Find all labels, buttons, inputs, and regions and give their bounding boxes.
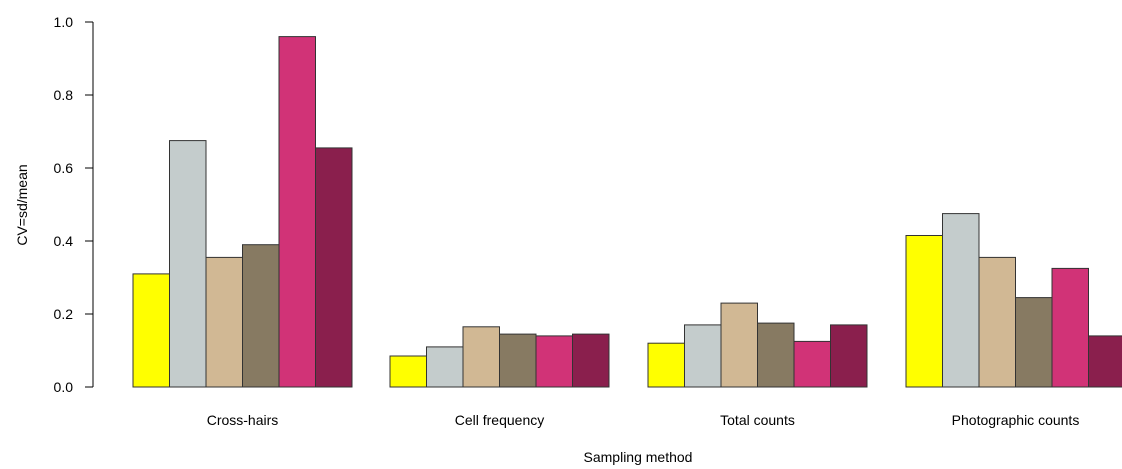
category-label: Photographic counts — [952, 412, 1080, 428]
y-tick-label: 0.0 — [54, 379, 74, 395]
bar — [169, 140, 207, 388]
category-label: Cell frequency — [455, 412, 545, 428]
bar-group — [905, 213, 1122, 388]
bar — [830, 324, 868, 388]
bar — [793, 340, 831, 388]
bar — [757, 322, 795, 388]
bar — [978, 256, 1016, 388]
bar — [905, 235, 943, 388]
y-tick-label: 0.8 — [54, 87, 74, 103]
bar — [942, 213, 980, 388]
bar — [1015, 297, 1053, 388]
bar — [315, 147, 353, 388]
bars — [132, 36, 1122, 388]
bar — [278, 36, 316, 388]
bar — [647, 342, 685, 388]
bar — [720, 302, 758, 388]
bar — [499, 333, 537, 388]
bar — [1088, 335, 1122, 388]
x-axis-title: Sampling method — [584, 449, 693, 465]
bar — [389, 355, 427, 388]
bar-group — [647, 302, 868, 388]
bar — [535, 335, 573, 388]
bar — [572, 333, 610, 388]
y-axis-title: CV=sd/mean — [14, 164, 30, 245]
y-tick-label: 0.2 — [54, 306, 74, 322]
y-axis: 0.0 0.2 0.4 0.6 0.8 1.0 — [54, 14, 94, 395]
bar — [132, 273, 170, 388]
bar — [426, 346, 464, 388]
y-tick-label: 1.0 — [54, 14, 74, 30]
bar-group — [132, 36, 353, 388]
category-label: Total counts — [720, 412, 795, 428]
bar — [1051, 267, 1089, 388]
y-tick-label: 0.4 — [54, 233, 74, 249]
bar — [684, 324, 722, 388]
category-labels: Cross-hairs Cell frequency Total counts Pho… — [207, 412, 1080, 428]
category-label: Cross-hairs — [207, 412, 279, 428]
bar — [462, 326, 500, 388]
bar — [205, 256, 243, 388]
bar-group — [389, 326, 610, 388]
y-tick-label: 0.6 — [54, 160, 74, 176]
bar — [242, 244, 280, 388]
